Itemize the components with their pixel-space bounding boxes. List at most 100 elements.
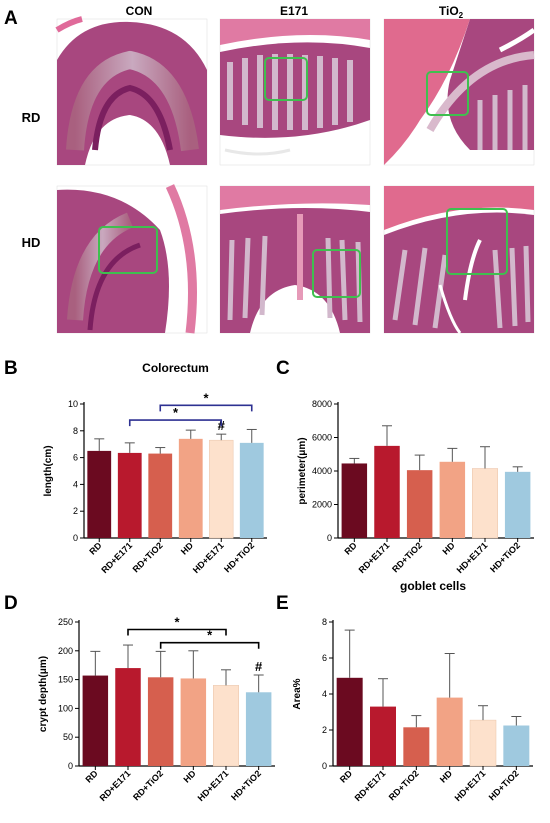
category-label-rd: RD — [83, 768, 100, 785]
bar-rd-e171 — [115, 668, 141, 766]
y-tick-label: 10 — [68, 399, 78, 409]
bar-rd-tio2 — [147, 677, 174, 766]
category-label-rd-tio2: RD+TiO2 — [131, 540, 165, 574]
y-tick-label: 0 — [327, 533, 332, 543]
bar-rd-tio2 — [403, 727, 430, 766]
region-of-interest-box — [312, 249, 361, 298]
category-label-hd: HD — [179, 540, 196, 557]
y-tick-label: 4000 — [312, 466, 332, 476]
category-label-rd-e171: RD+E171 — [99, 540, 134, 575]
category-label-hd-e171: HD+E171 — [196, 768, 231, 803]
category-label-rd: RD — [338, 768, 355, 785]
bar-hd-e171 — [213, 685, 239, 767]
y-tick-label: 6 — [322, 653, 327, 663]
micrograph-rd-e171 — [219, 18, 371, 166]
y-tick-label: 50 — [63, 732, 73, 742]
y-tick-label: 150 — [58, 675, 73, 685]
bar-rd — [336, 677, 363, 766]
bar-hd — [180, 678, 207, 766]
bar-hd-e171 — [472, 468, 498, 539]
bar-rd-tio2 — [406, 470, 433, 538]
y-tick-label: 8 — [322, 617, 327, 627]
y-tick-label: 4 — [322, 689, 327, 699]
category-label-hd-e171: HD+E171 — [191, 540, 226, 575]
chart-title: Colorectum — [142, 361, 209, 375]
region-of-interest-box — [98, 226, 158, 274]
bar-hd — [439, 461, 466, 538]
y-tick-label: 6 — [73, 453, 78, 463]
panel-label-e: E — [276, 593, 289, 614]
y-tick-label: 8 — [73, 426, 78, 436]
micrograph-hd-e171 — [219, 185, 371, 334]
region-of-interest-box — [264, 57, 308, 101]
chart-perimeter: perimeter(μm) 0 2000 4000 6000 8000 RDRD+E171R… — [297, 399, 534, 575]
column-header-con: CON — [126, 4, 153, 18]
bar-rd-e171 — [117, 452, 142, 538]
panel-label-b: B — [4, 358, 18, 379]
category-label-hd-e171: HD+E171 — [455, 540, 490, 575]
significance-star: * — [203, 390, 209, 405]
y-tick-label: 6000 — [312, 433, 332, 443]
significance-star: * — [174, 614, 180, 629]
column-header-tio2: TiO2 — [439, 4, 464, 20]
bar-rd — [82, 675, 109, 766]
category-label-rd-e171: RD+E171 — [98, 768, 133, 803]
bar-hd-tio2 — [245, 692, 272, 766]
micrograph-hd-tio2 — [383, 185, 535, 334]
bar-hd-tio2 — [239, 442, 264, 538]
row-header-hd: HD — [22, 235, 41, 250]
category-label-hd: HD — [440, 540, 457, 557]
row-header-rd: RD — [22, 110, 41, 125]
chart-title: goblet cells — [400, 579, 466, 593]
bar-rd — [87, 450, 112, 538]
bar-rd-tio2 — [148, 453, 173, 538]
panel-label-c: C — [276, 358, 290, 379]
category-label-rd-e171: RD+E171 — [353, 768, 388, 803]
significance-star: * — [207, 628, 213, 643]
y-tick-label: 8000 — [312, 399, 332, 409]
region-of-interest-box — [446, 208, 508, 275]
y-tick-label: 2 — [322, 725, 327, 735]
panel-label-a: A — [4, 8, 18, 29]
y-tick-label: 0 — [73, 533, 78, 543]
category-label-hd-tio2: HD+TiO2 — [229, 768, 263, 802]
category-label-hd-tio2: HD+TiO2 — [488, 540, 522, 574]
bar-hd — [436, 697, 463, 766]
category-label-rd-tio2: RD+TiO2 — [390, 540, 424, 574]
chart-crypt-depth: crypt depth(μm) 0 50 100 150 200 250 RDRD+E171R… — [38, 614, 275, 803]
y-axis-label: perimeter(μm) — [297, 437, 308, 504]
category-label-hd-tio2: HD+TiO2 — [487, 768, 521, 802]
hash-annotation: # — [255, 659, 263, 674]
category-label-hd: HD — [181, 768, 198, 785]
panel-label-d: D — [4, 593, 18, 614]
significance-bracket — [159, 404, 253, 412]
bar-hd-tio2 — [504, 471, 531, 538]
y-tick-label: 200 — [58, 646, 73, 656]
category-label-hd-e171: HD+E171 — [453, 768, 488, 803]
category-label-rd-tio2: RD+TiO2 — [387, 768, 421, 802]
significance-bracket — [127, 628, 227, 636]
bar-rd — [341, 463, 368, 538]
category-label-rd: RD — [342, 540, 359, 557]
y-axis-label: length(cm) — [43, 445, 54, 496]
bar-hd — [178, 438, 203, 538]
bar-hd-e171 — [209, 439, 234, 539]
significance-bracket — [159, 641, 260, 649]
category-label-rd: RD — [87, 540, 104, 557]
y-tick-label: 4 — [73, 479, 78, 489]
category-label-rd-e171: RD+E171 — [357, 540, 392, 575]
y-tick-label: 250 — [58, 617, 73, 627]
bar-rd-e171 — [374, 445, 400, 538]
category-label-hd: HD — [438, 768, 455, 785]
region-of-interest-box — [426, 71, 469, 116]
column-header-e171: E171 — [280, 4, 308, 18]
micrograph-hd-con — [56, 184, 208, 334]
bar-rd-e171 — [370, 706, 396, 766]
significance-bracket — [128, 419, 223, 427]
category-label-hd-tio2: HD+TiO2 — [222, 540, 256, 574]
y-axis-label: Area% — [292, 678, 303, 709]
chart-colorectum-length: Colorectum length(cm) 0 2 4 6 8 10 RDRD+E171RD+T… — [43, 361, 267, 575]
significance-star: * — [173, 405, 179, 420]
